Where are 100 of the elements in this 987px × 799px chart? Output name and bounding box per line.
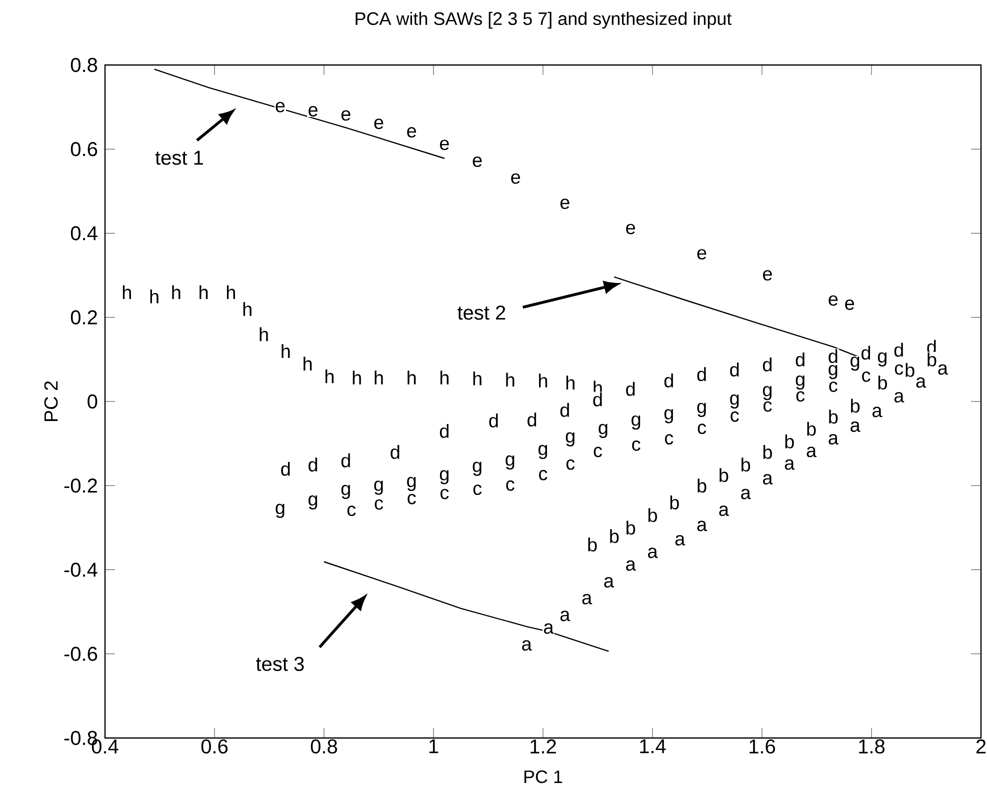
text: g: [538, 444, 548, 460]
y-tick-label: -0.6: [64, 646, 98, 661]
chart-title: PCA with SAWs [2 3 5 7] and synthesized input: [356, 12, 732, 29]
text: d: [281, 462, 290, 476]
text: g: [407, 476, 416, 492]
series-label: g: [276, 504, 284, 518]
text: c: [594, 446, 602, 458]
text: e: [511, 173, 520, 184]
text: e: [697, 249, 706, 260]
text: c: [473, 484, 482, 496]
text: c: [506, 480, 514, 491]
text: e: [828, 295, 838, 306]
text: g: [472, 462, 482, 476]
text: b: [698, 478, 706, 493]
x-tick-label: 1.8: [859, 739, 885, 754]
text: h: [122, 285, 131, 300]
text: a: [916, 377, 926, 388]
text: h: [326, 369, 334, 384]
text: c: [539, 470, 548, 480]
text: g: [730, 394, 739, 409]
text: a: [938, 364, 948, 375]
text: a: [763, 474, 773, 485]
text: h: [243, 302, 252, 316]
text: e: [560, 198, 570, 210]
x-tick-label: 1.6: [750, 739, 776, 754]
text: c: [764, 401, 772, 412]
text: c: [894, 364, 904, 375]
text: d: [862, 346, 870, 360]
text: b: [851, 398, 860, 413]
text: b: [610, 529, 619, 544]
text: a: [560, 610, 570, 622]
text: d: [664, 373, 673, 388]
text: a: [806, 446, 817, 458]
x-tick-label: 2: [976, 739, 986, 754]
text: g: [762, 386, 772, 400]
text: a: [784, 459, 795, 470]
text: g: [506, 455, 514, 470]
series-label: b: [648, 508, 658, 522]
text: c: [698, 424, 706, 434]
text: g: [664, 409, 673, 424]
series-label: a: [604, 577, 614, 588]
text: a: [894, 392, 904, 402]
text: h: [260, 327, 268, 342]
annotation: test 3: [256, 656, 304, 672]
x-tick-label: 1: [429, 739, 438, 754]
text: c: [796, 391, 805, 402]
text: d: [894, 342, 903, 357]
text: a: [872, 406, 882, 418]
y-tick-label: 0: [88, 394, 98, 409]
text: g: [796, 376, 804, 390]
text: a: [648, 548, 658, 558]
x-tick-label: 0.8: [310, 739, 338, 754]
text: b: [626, 520, 636, 535]
text: c: [664, 434, 674, 445]
text: d: [560, 402, 569, 417]
text: b: [720, 468, 728, 482]
series-label: d: [626, 382, 635, 396]
text: d: [697, 367, 706, 382]
text: c: [408, 494, 416, 504]
text: g: [566, 432, 574, 446]
text: g: [374, 480, 383, 495]
x-tick-label: 0.6: [201, 739, 228, 754]
text: b: [928, 352, 936, 366]
text: g: [341, 484, 350, 500]
text: e: [374, 118, 384, 130]
text: g: [697, 402, 706, 417]
text: h: [440, 370, 449, 384]
text: e: [763, 270, 772, 281]
text: d: [390, 444, 400, 459]
text: h: [226, 285, 235, 300]
series-label: c: [632, 440, 640, 451]
text: d: [308, 458, 318, 472]
text: e: [845, 300, 854, 310]
text: d: [762, 358, 772, 372]
text: a: [719, 506, 729, 516]
text: a: [850, 422, 860, 432]
text: b: [742, 458, 750, 472]
y-tick-label: 0.4: [70, 226, 98, 240]
text: c: [862, 371, 870, 382]
text: h: [566, 376, 574, 390]
text: a: [828, 434, 838, 445]
text: e: [626, 224, 636, 234]
x-tick-label: 1.2: [530, 739, 556, 754]
text: b: [829, 410, 838, 424]
text: d: [528, 412, 536, 427]
text: c: [730, 411, 739, 422]
text: b: [878, 376, 887, 390]
text: a: [544, 623, 554, 634]
y-tick-label: 0.8: [70, 58, 98, 72]
annotation: test 1: [155, 150, 203, 165]
text: h: [304, 356, 312, 371]
text: b: [588, 538, 597, 552]
text: d: [796, 352, 804, 366]
text: h: [408, 370, 416, 384]
annotation: test 2: [458, 306, 506, 320]
text: c: [347, 506, 356, 516]
y-tick-label: 0.6: [70, 142, 98, 156]
text: g: [632, 415, 640, 430]
y-axis-title: PC 2: [44, 381, 58, 422]
text: a: [697, 520, 708, 532]
